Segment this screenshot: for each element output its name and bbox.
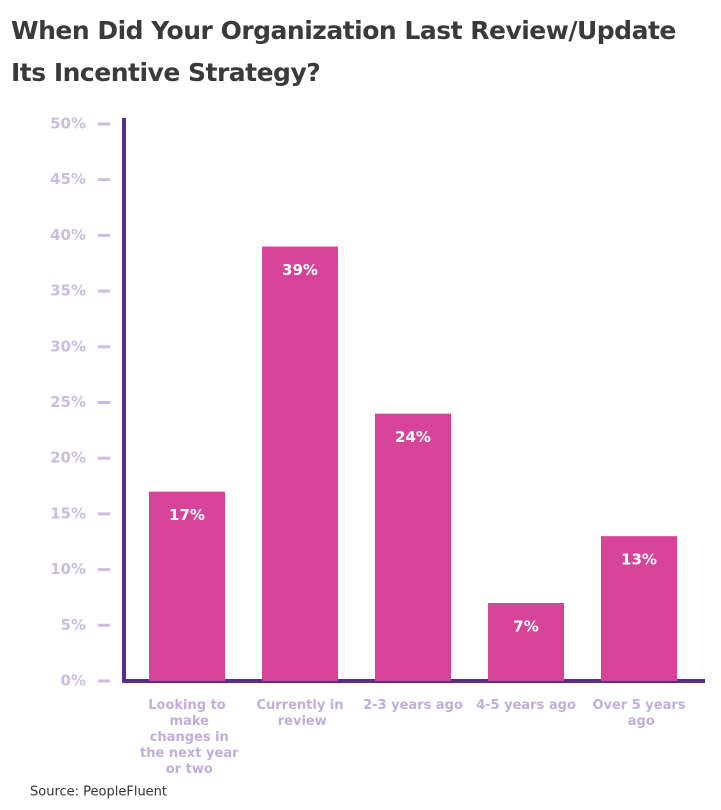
- x-tick-label: Looking to make changes in the next year…: [135, 698, 239, 777]
- bar: [375, 413, 451, 681]
- y-tick-label: 15%: [50, 504, 86, 522]
- y-tick-label: 0%: [61, 672, 86, 690]
- value-label: 7%: [513, 618, 538, 636]
- y-tick-label: 30%: [50, 337, 86, 355]
- y-tick-label: 50%: [50, 115, 86, 133]
- y-tick-label: 40%: [50, 226, 86, 244]
- y-tick-label: 45%: [50, 170, 86, 188]
- bar: [262, 246, 338, 682]
- y-tick-label: 10%: [50, 560, 86, 578]
- y-tick-label: 20%: [50, 449, 86, 467]
- bar: [149, 491, 225, 681]
- y-tick-label: 5%: [61, 616, 86, 634]
- x-tick-label: Over 5 years ago: [592, 698, 685, 729]
- value-label: 24%: [395, 428, 431, 446]
- y-tick-label: 35%: [50, 282, 86, 300]
- x-tick-label: 2-3 years ago: [363, 698, 463, 713]
- value-label: 39%: [282, 261, 318, 279]
- x-tick-label: Currently in review: [256, 698, 343, 729]
- bar: [601, 536, 677, 681]
- chart-title: When Did Your Organization Last Review/U…: [11, 16, 676, 87]
- value-label: 17%: [169, 506, 205, 524]
- bar: [488, 603, 564, 681]
- y-tick-label: 25%: [50, 393, 86, 411]
- source: Source: PeopleFluent: [30, 785, 167, 800]
- value-label: 13%: [621, 551, 657, 569]
- x-tick-label: 4-5 years ago: [476, 698, 576, 713]
